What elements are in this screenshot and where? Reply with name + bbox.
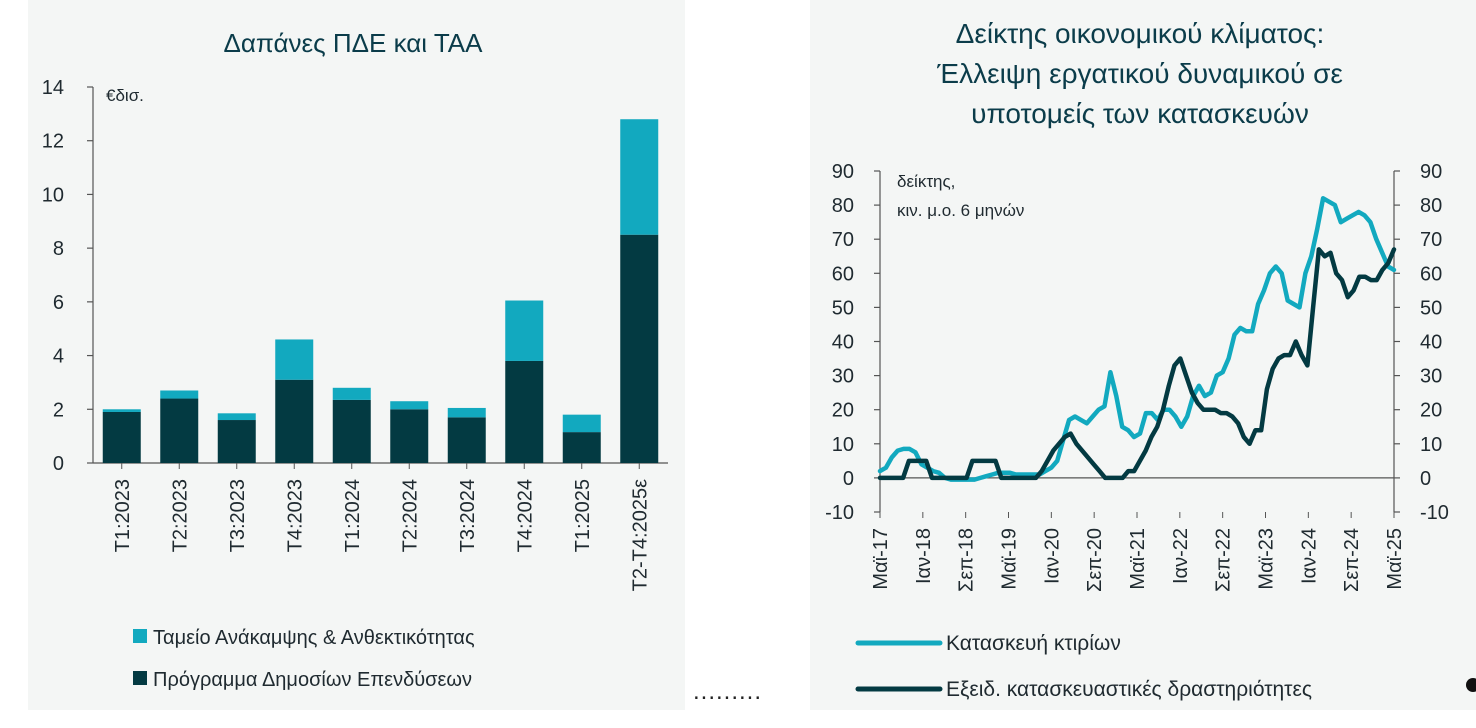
- right-x-tick-label: Ιαν-24: [1298, 528, 1320, 584]
- left-y-tick-label: 4: [53, 346, 64, 368]
- right-x-tick-label: Σεπ-18: [956, 528, 978, 592]
- right-right-y-tick-label: 70: [1420, 229, 1442, 251]
- right-legend-label: Εξειδ. κατασκευαστικές δραστηριότητες: [946, 678, 1312, 701]
- right-x-tick-label: Σεπ-24: [1341, 528, 1363, 592]
- right-chart-title-line: Έλλειψη εργατικού δυναμικού σε: [936, 58, 1343, 89]
- right-right-y-tick-label: 30: [1420, 366, 1442, 388]
- right-right-y-tick-label: 40: [1420, 332, 1442, 354]
- right-left-y-tick-label: 20: [832, 400, 854, 422]
- right-x-tick-label: Ιαν-22: [1170, 528, 1192, 584]
- right-legend-label: Κατασκευή κτιρίων: [946, 632, 1121, 655]
- bar-pde: [620, 234, 659, 463]
- right-x-tick-label: Ιαν-20: [1041, 528, 1063, 584]
- right-left-y-tick-label: 0: [843, 468, 854, 490]
- right-right-y-tick-label: 90: [1420, 161, 1442, 183]
- right-right-y-tick-label: 0: [1420, 468, 1431, 490]
- left-y-tick-label: 0: [53, 453, 64, 475]
- right-x-tick-label: Ιαν-18: [913, 528, 935, 584]
- right-right-y-tick-label: -10: [1420, 502, 1449, 524]
- right-left-y-tick-label: 10: [832, 434, 854, 456]
- left-x-tick-label: Τ2:2024: [399, 479, 421, 552]
- left-x-tick-label: Τ1:2024: [342, 479, 364, 552]
- left-y-tick-label: 6: [53, 292, 64, 314]
- right-right-y-tick-label: 10: [1420, 434, 1442, 456]
- right-left-y-tick-label: 60: [832, 263, 854, 285]
- bar-taa: [390, 401, 429, 410]
- right-x-tick-label: Σεπ-20: [1084, 528, 1106, 592]
- right-left-y-tick-label: -10: [825, 502, 854, 524]
- right-x-tick-label: Μαϊ-25: [1384, 528, 1406, 590]
- left-y-tick-label: 10: [42, 184, 64, 206]
- left-x-tick-label: Τ1:2025: [572, 479, 594, 552]
- left-y-tick-label: 8: [53, 238, 64, 260]
- right-x-tick-label: Σεπ-22: [1213, 528, 1235, 592]
- left-legend-swatch: [133, 629, 147, 643]
- line-series-buildings: [877, 196, 1397, 482]
- right-right-y-tick-label: 60: [1420, 263, 1442, 285]
- right-right-y-tick-label: 20: [1420, 400, 1442, 422]
- right-left-y-tick-label: 50: [832, 297, 854, 319]
- bar-taa: [447, 407, 486, 418]
- bar-taa: [332, 387, 371, 400]
- left-x-tick-label: Τ4:2023: [284, 479, 306, 552]
- right-chart-title-line: Δείκτης οικονομικού κλίματος:: [956, 18, 1325, 49]
- left-x-tick-label: Τ4:2024: [514, 479, 536, 552]
- right-chart-title-line: υποτομείς των κατασκευών: [971, 98, 1309, 129]
- right-left-y-tick-label: 80: [832, 195, 854, 217]
- left-x-tick-label: Τ2-Τ4:2025ε: [629, 479, 651, 591]
- left-chart-panel: [28, 0, 685, 710]
- bar-pde: [447, 417, 486, 463]
- bar-taa: [505, 300, 544, 361]
- bar-taa: [217, 413, 256, 421]
- dotted-separator: .........: [693, 678, 763, 705]
- bar-pde: [332, 399, 371, 463]
- bar-pde: [275, 379, 314, 463]
- right-right-y-tick-label: 80: [1420, 195, 1442, 217]
- bar-taa: [620, 119, 659, 235]
- left-x-tick-label: Τ3:2024: [457, 479, 479, 552]
- left-unit-label: €δισ.: [106, 86, 144, 105]
- left-y-tick-label: 14: [42, 77, 64, 99]
- left-x-tick-label: Τ3:2023: [227, 479, 249, 552]
- bar-pde: [505, 360, 544, 463]
- right-left-y-tick-label: 40: [832, 332, 854, 354]
- left-legend-label: Ταμείο Ανάκαμψης & Ανθεκτικότητας: [153, 627, 475, 649]
- right-unit-label-line: κιν. μ.ο. 6 μηνών: [897, 201, 1024, 220]
- right-left-y-tick-label: 90: [832, 161, 854, 183]
- right-chart-panel: [810, 0, 1476, 710]
- line-series-specialised: [877, 247, 1397, 481]
- bar-pde: [102, 411, 141, 463]
- right-unit-label-line: δείκτης,: [897, 172, 955, 191]
- right-left-y-tick-label: 30: [832, 366, 854, 388]
- right-x-tick-label: Μαϊ-17: [870, 528, 892, 590]
- left-x-tick-label: Τ1:2023: [112, 479, 134, 552]
- right-right-y-tick-label: 50: [1420, 297, 1442, 319]
- right-x-tick-label: Μαϊ-23: [1256, 528, 1278, 590]
- bar-taa: [275, 339, 314, 380]
- bar-pde: [390, 409, 429, 463]
- left-legend-label: Πρόγραμμα Δημοσίων Επενδύσεων: [153, 669, 472, 691]
- edge-dot: [1466, 678, 1476, 692]
- right-x-tick-label: Μαϊ-21: [1127, 528, 1149, 590]
- left-chart-title: Δαπάνες ΠΔΕ και ΤΑΑ: [224, 28, 484, 58]
- bar-taa: [102, 409, 141, 412]
- right-x-tick-label: Μαϊ-19: [999, 528, 1021, 590]
- left-y-tick-label: 12: [42, 131, 64, 153]
- bar-pde: [217, 420, 256, 463]
- left-legend-swatch: [133, 671, 147, 685]
- bar-taa: [160, 390, 199, 399]
- left-x-tick-label: Τ2:2023: [169, 479, 191, 552]
- bar-taa: [562, 414, 601, 433]
- bar-pde: [160, 398, 199, 463]
- bar-pde: [562, 432, 601, 463]
- left-y-tick-label: 2: [53, 399, 64, 421]
- right-left-y-tick-label: 70: [832, 229, 854, 251]
